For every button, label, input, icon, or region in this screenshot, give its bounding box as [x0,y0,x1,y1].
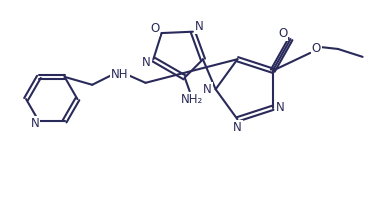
Text: N: N [203,83,212,96]
Text: N: N [195,20,204,33]
Text: NH₂: NH₂ [181,93,203,106]
Text: O: O [312,43,321,56]
Text: N: N [276,101,285,114]
Text: N: N [31,117,39,130]
Text: O: O [278,27,287,40]
Text: NH: NH [111,68,129,81]
Text: N: N [142,56,151,69]
Text: N: N [233,121,242,134]
Text: O: O [150,22,159,35]
